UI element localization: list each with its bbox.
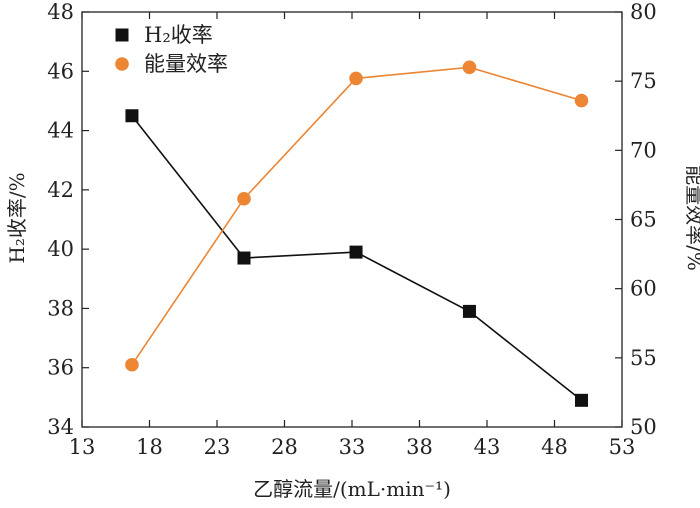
y-tick-label: 44: [47, 119, 74, 143]
x-axis-title: 乙醇流量/(mL·min⁻¹): [253, 477, 451, 501]
data-point-circle: [237, 191, 251, 206]
y-tick-label: 42: [47, 178, 74, 202]
y-tick-label: 34: [47, 415, 74, 439]
series-line: [131, 66, 582, 366]
y-axis-title: H₂收率/%: [5, 172, 29, 263]
x-tick-label: 13: [69, 435, 96, 459]
chart-ticks: 13 18 23 28 33 38 43 48 53 34 36 38 40 42 44 46 48 50 55 60…: [47, 0, 656, 459]
data-point-square: [125, 109, 139, 123]
data-point-square: [349, 245, 363, 259]
data-point-square: [462, 304, 476, 318]
y-tick-label: 46: [47, 59, 74, 83]
data-point-square: [237, 251, 251, 265]
x-tick-label: 18: [136, 435, 163, 459]
data-point-circle: [349, 71, 363, 86]
y2-tick-label: 80: [630, 0, 657, 24]
data-point-circle: [125, 357, 139, 372]
y2-tick-label: 55: [630, 346, 657, 370]
y-tick-label: 40: [47, 237, 74, 261]
x-tick-label: 48: [541, 435, 568, 459]
y2-tick-label: 70: [630, 138, 657, 162]
y-tick-label: 48: [47, 0, 74, 24]
x-tick-label: 23: [204, 435, 231, 459]
series-2: [125, 60, 589, 372]
x-tick-label: 33: [339, 435, 366, 459]
y2-axis-title: 能量效率/%: [683, 165, 700, 271]
legend-label: H₂收率: [144, 23, 213, 47]
data-point-square: [575, 393, 588, 407]
data-point-circle: [574, 93, 589, 108]
chart-series: [125, 60, 589, 407]
legend-label: 能量效率: [144, 52, 228, 76]
legend-marker-square: [115, 28, 129, 42]
data-point-circle: [462, 60, 477, 75]
x-tick-label: 28: [271, 435, 298, 459]
y2-tick-label: 60: [630, 277, 657, 301]
x-tick-label: 43: [474, 435, 501, 459]
legend-marker-circle: [115, 57, 129, 71]
y-tick-label: 36: [47, 356, 74, 380]
y2-tick-label: 75: [630, 69, 657, 93]
y-tick-label: 38: [47, 296, 74, 320]
y2-tick-label: 65: [630, 208, 657, 232]
x-tick-label: 53: [609, 435, 636, 459]
y2-tick-label: 50: [630, 415, 657, 439]
series-1: [125, 109, 588, 407]
x-tick-label: 38: [406, 435, 433, 459]
